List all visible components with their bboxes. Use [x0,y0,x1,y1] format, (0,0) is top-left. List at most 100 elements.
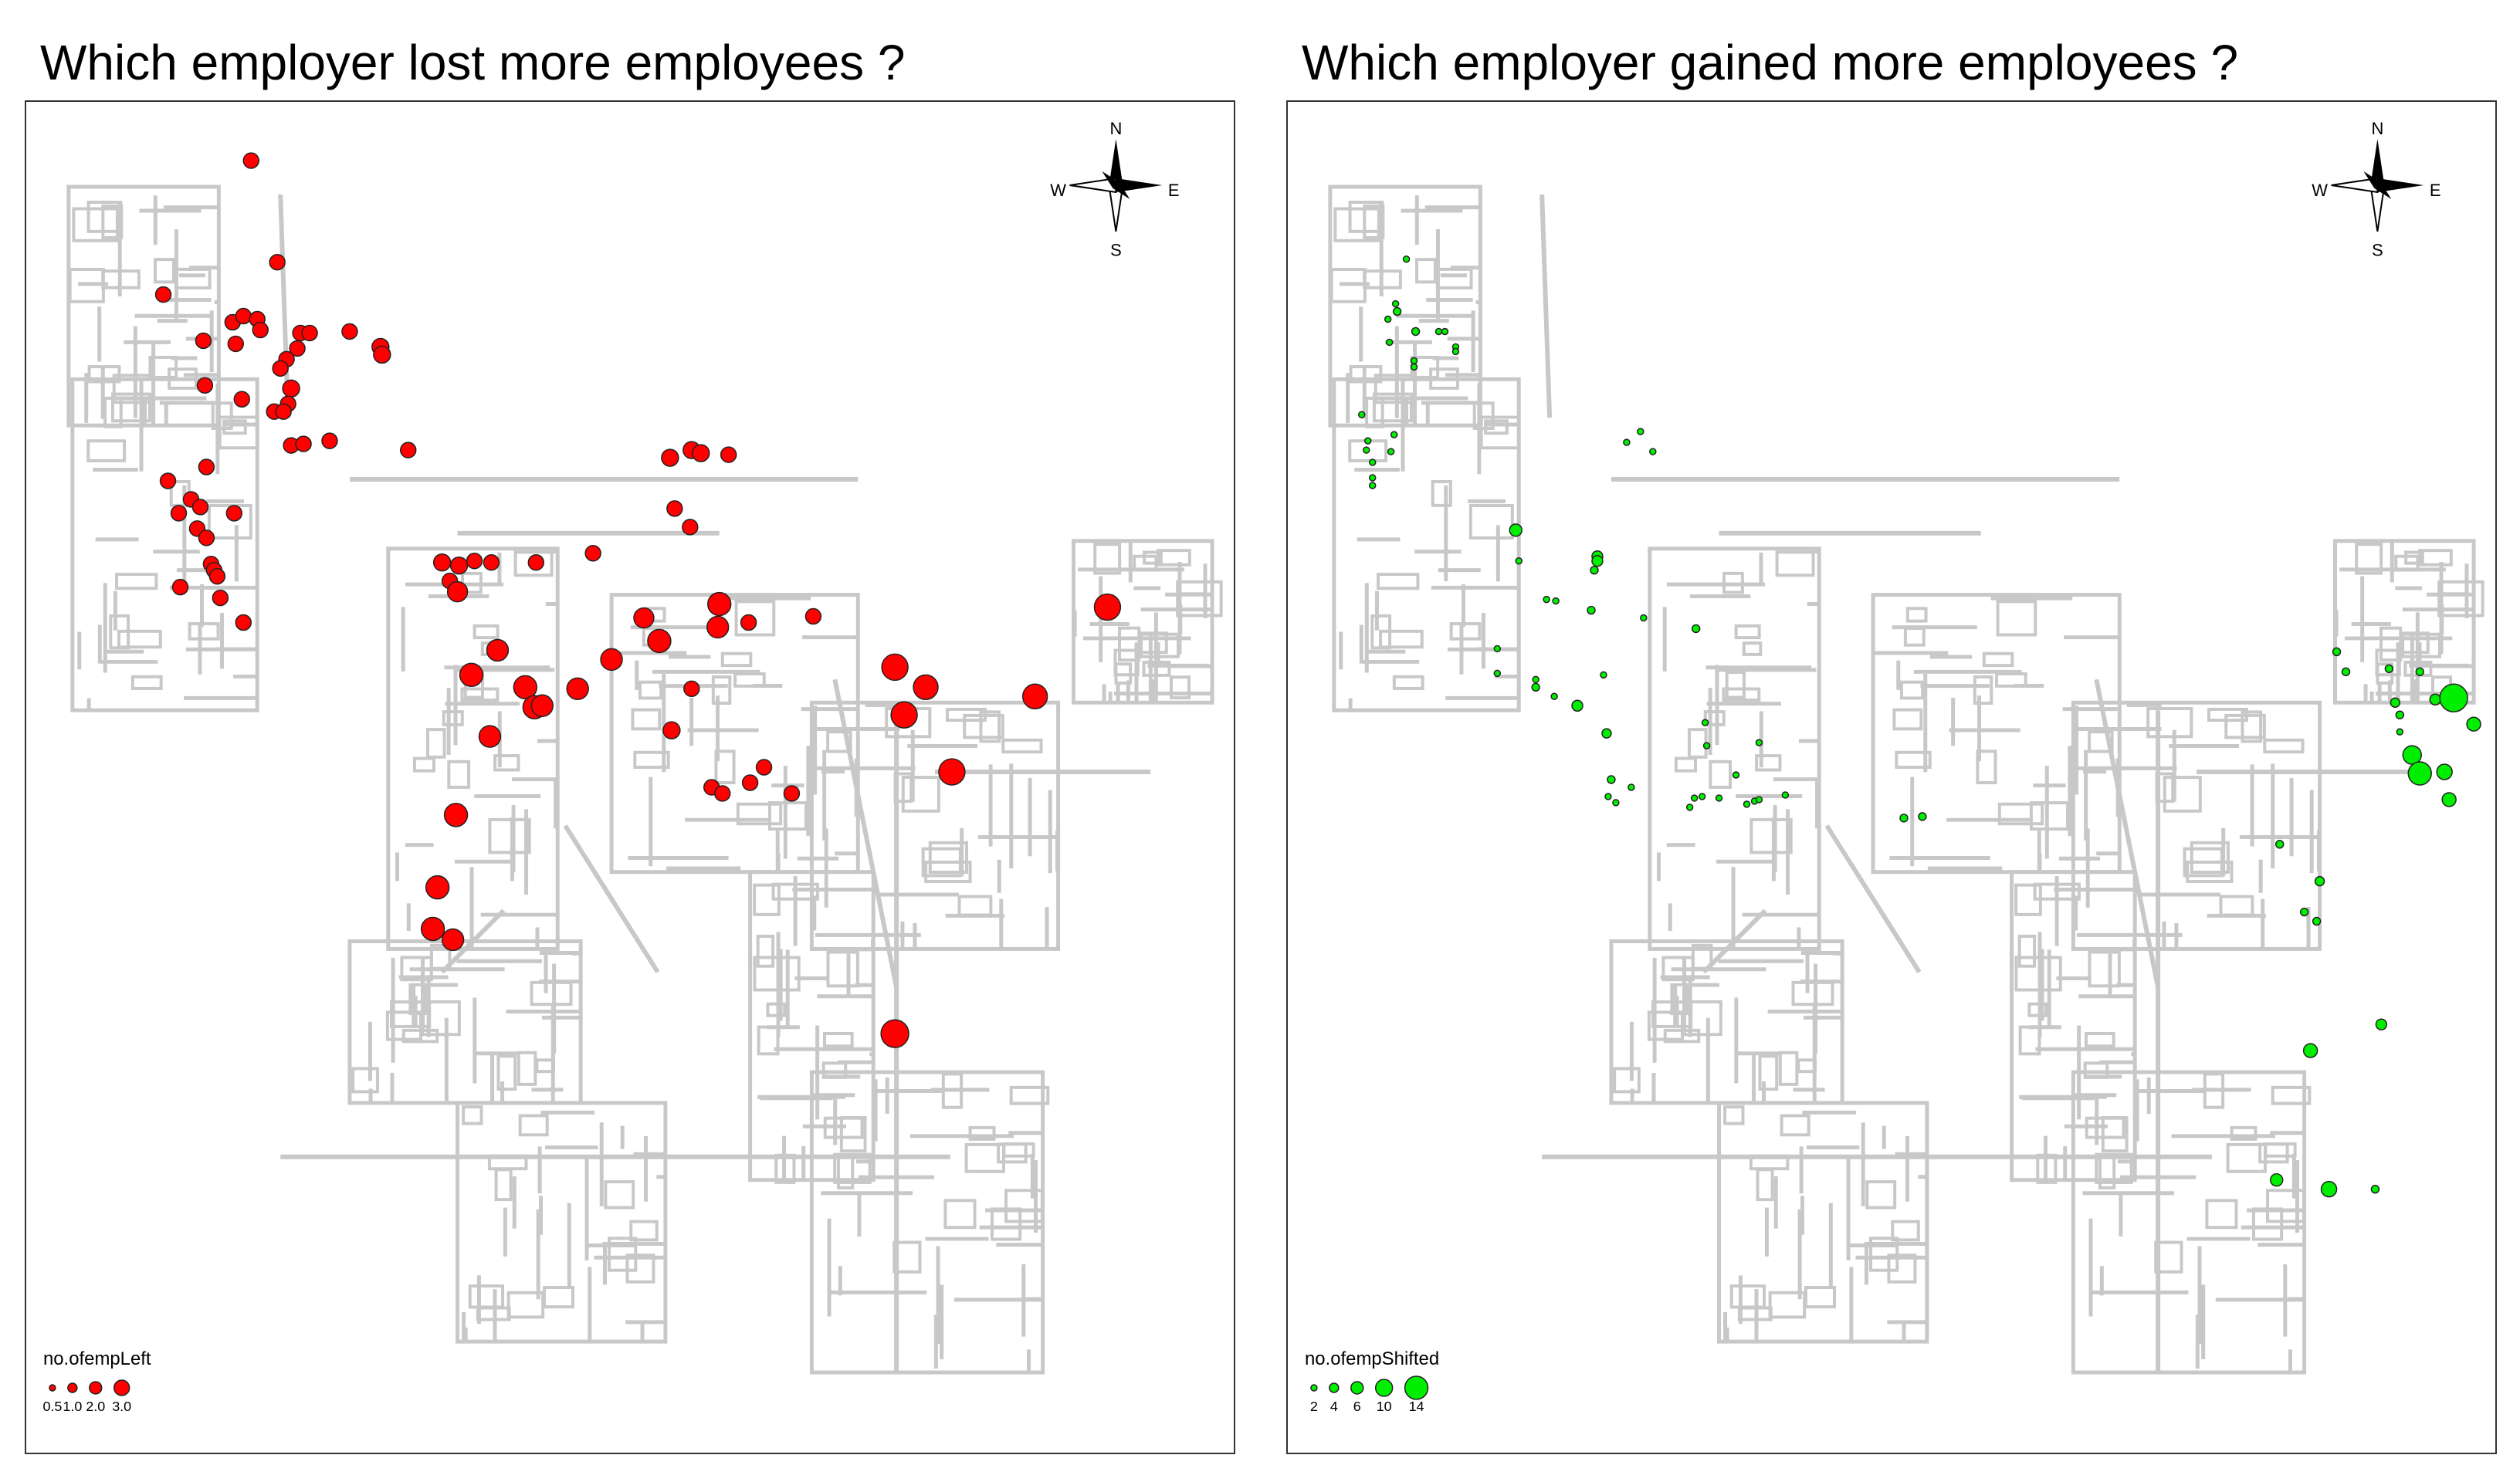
employer-bubble [1604,793,1612,800]
employer-bubble [400,442,417,458]
right-map-canvas: N S E W no.ofempShifted 2 4 6 10 14 [1305,119,2484,1414]
employer-bubble [443,803,469,827]
compass-east-label: E [2430,181,2441,200]
compass-south-label: S [2372,241,2383,260]
legend-value-label: 10 [1377,1399,1392,1414]
employer-bubble [1918,812,1927,821]
legend-symbol [89,1381,103,1395]
employer-bubble [2314,875,2325,887]
employer-bubble [1493,645,1502,653]
employer-bubble [235,614,252,631]
employer-bubble [1637,428,1644,435]
employer-bubble [2429,693,2441,705]
legend-value-label: 14 [1409,1399,1424,1414]
employer-bubble [1515,557,1522,565]
employer-bubble [692,444,710,462]
employer-bubble [212,589,229,607]
employer-bubble [1493,669,1502,678]
employer-bubble [600,648,623,672]
employer-bubble [566,677,589,701]
employer-bubble [741,774,759,791]
employer-bubble [880,1019,909,1048]
employer-bubble [289,340,306,357]
employer-bubble [242,152,259,169]
employer-bubble [890,701,918,729]
legend-symbol [1374,1379,1394,1397]
employer-bubble [1743,800,1751,808]
employer-bubble [198,458,215,475]
employer-bubble [662,721,681,739]
employer-bubble [2320,1180,2338,1198]
legend-symbol [1350,1381,1364,1395]
employer-bubble [661,448,679,467]
legend-value-label: 6 [1353,1399,1361,1414]
employer-bubble [1590,565,1599,575]
employer-bubble [1591,554,1604,567]
employer-bubbles-right [1358,255,2481,1198]
legend-symbol [1404,1375,1429,1400]
employer-bubble [2312,916,2322,926]
right-map-panel: N S E W no.ofempShifted 2 4 6 10 14 [1286,100,2497,1454]
compass-south-label: S [1110,241,1122,260]
employer-bubble [295,435,312,452]
employer-bubble [2390,697,2401,708]
employer-bubble [683,680,700,698]
legend-symbol [1310,1384,1318,1392]
employer-bubble [227,335,245,353]
employer-bubble [2436,763,2453,780]
employer-bubble [783,785,801,802]
employer-bubble [1732,771,1740,779]
employer-bubble [1600,671,1607,679]
compass-icon [2331,139,2424,232]
employer-bubble [2341,667,2351,677]
employer-bubble [706,615,730,639]
employer-bubble [2384,664,2394,674]
employer-bubble [527,553,545,571]
compass-rose: N S E W [1050,119,1179,260]
employer-bubble [1385,338,1394,347]
employer-bubble [1781,791,1790,799]
employer-bubble [1441,327,1449,336]
size-legend-left: no.ofempLeft 0.5 1.0 2.0 3.0 [42,1348,151,1414]
left-map-title: Which employer lost more employees ? [40,35,906,90]
employer-bubble [2439,683,2468,712]
employer-bubble [1612,799,1620,807]
employer-bubble [321,432,338,449]
employer-bubble [483,553,500,571]
employer-bubble [666,500,683,517]
employer-bubble [154,286,172,303]
employer-bubble [1649,448,1657,455]
employer-bubble [913,674,939,701]
employer-bubble [235,307,252,325]
legend-symbol [1329,1382,1340,1393]
employer-bubble [755,759,773,776]
employer-bubble [530,694,554,717]
employer-bubble [170,505,188,522]
employer-bubble [208,567,226,585]
employer-bubble [2299,907,2309,917]
employer-bubble [282,379,300,398]
employer-bubble [1363,437,1372,445]
employer-bubble [2441,792,2457,807]
employer-bubble [2396,728,2404,736]
employer-bubble [1702,742,1711,749]
employer-bubble [1701,719,1709,726]
employer-bubble [1410,363,1418,371]
employer-bubble [1899,814,1909,823]
employer-bubble [720,446,737,463]
employer-bubble [1571,699,1583,712]
employer-bubble [584,545,601,562]
employer-bubble [804,607,822,625]
employer-bubble [938,758,966,786]
employer-bubble [1451,347,1460,356]
employer-bubble [1755,739,1763,746]
compass-north-label: N [1109,119,1122,138]
employer-bubble [1623,438,1631,446]
employer-bubble [1607,775,1616,784]
employer-bubbles-left [154,152,1122,1048]
employer-bubble [2466,716,2481,732]
legend-symbols: 0.5 1.0 2.0 3.0 [42,1379,131,1414]
employer-bubble [1640,614,1648,622]
employer-bubble [2274,840,2285,849]
employer-bubble [1552,597,1560,605]
